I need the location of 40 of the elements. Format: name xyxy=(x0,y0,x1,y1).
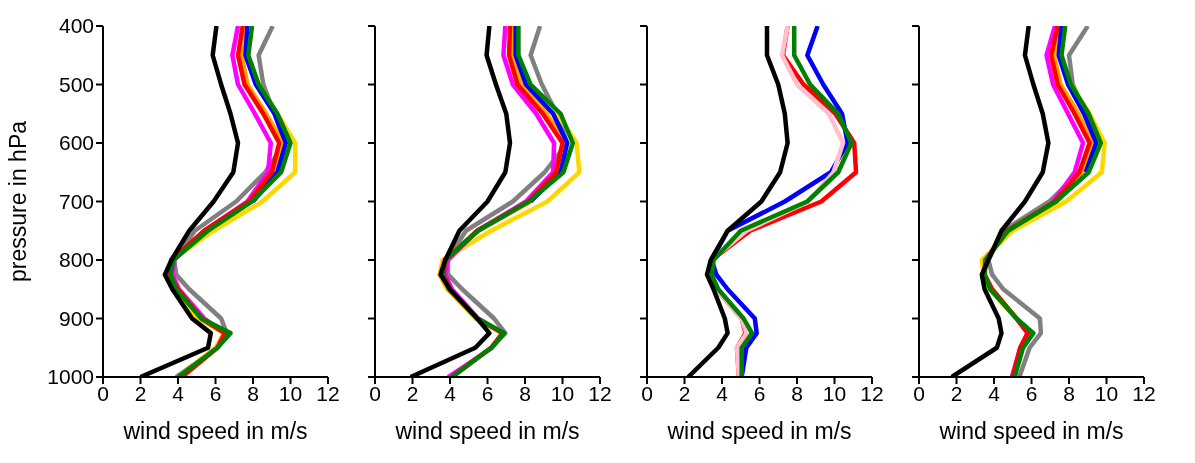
x-tick-label: 10 xyxy=(278,381,303,405)
x-tick-label: 8 xyxy=(247,381,259,405)
x-tick-label: 8 xyxy=(519,381,531,405)
x-tick-label: 4 xyxy=(988,381,1001,405)
x-tick-label: 8 xyxy=(791,381,803,405)
x-tick-label: 2 xyxy=(678,381,691,405)
x-tick-label: 6 xyxy=(1025,381,1038,405)
x-tick-label: 12 xyxy=(588,381,612,405)
x-tick-label: 4 xyxy=(716,381,729,405)
x-tick-label: 4 xyxy=(444,381,457,405)
x-tick-label: 6 xyxy=(753,381,766,405)
x-tick-label: 10 xyxy=(550,381,575,405)
y-axis-title: pressure in hPa xyxy=(5,120,32,283)
x-tick-label: 0 xyxy=(641,381,653,405)
x-axis-title: wind speed in m/s xyxy=(938,418,1124,444)
x-tick-label: 12 xyxy=(1132,381,1156,405)
x-axis-title: wind speed in m/s xyxy=(666,418,852,444)
x-tick-label: 0 xyxy=(369,381,381,405)
x-axis-title: wind speed in m/s xyxy=(122,418,308,444)
x-axis-title: wind speed in m/s xyxy=(394,418,580,444)
y-tick-label: 700 xyxy=(58,189,94,213)
x-tick-label: 2 xyxy=(406,381,419,405)
x-tick-label: 10 xyxy=(822,381,847,405)
y-tick-label: 400 xyxy=(58,14,94,38)
x-tick-label: 2 xyxy=(950,381,963,405)
x-tick-label: 6 xyxy=(481,381,494,405)
y-tick-label: 900 xyxy=(58,306,94,330)
x-tick-label: 0 xyxy=(97,381,109,405)
x-tick-label: 0 xyxy=(913,381,925,405)
x-tick-label: 4 xyxy=(172,381,185,405)
y-tick-label: 1000 xyxy=(47,365,94,389)
x-tick-label: 6 xyxy=(209,381,222,405)
x-tick-label: 8 xyxy=(1063,381,1075,405)
y-tick-label: 500 xyxy=(58,72,94,96)
y-tick-label: 800 xyxy=(58,248,94,272)
x-tick-label: 10 xyxy=(1094,381,1119,405)
x-tick-label: 2 xyxy=(134,381,147,405)
y-tick-label: 600 xyxy=(58,131,94,155)
x-tick-label: 12 xyxy=(860,381,884,405)
x-tick-label: 12 xyxy=(316,381,340,405)
